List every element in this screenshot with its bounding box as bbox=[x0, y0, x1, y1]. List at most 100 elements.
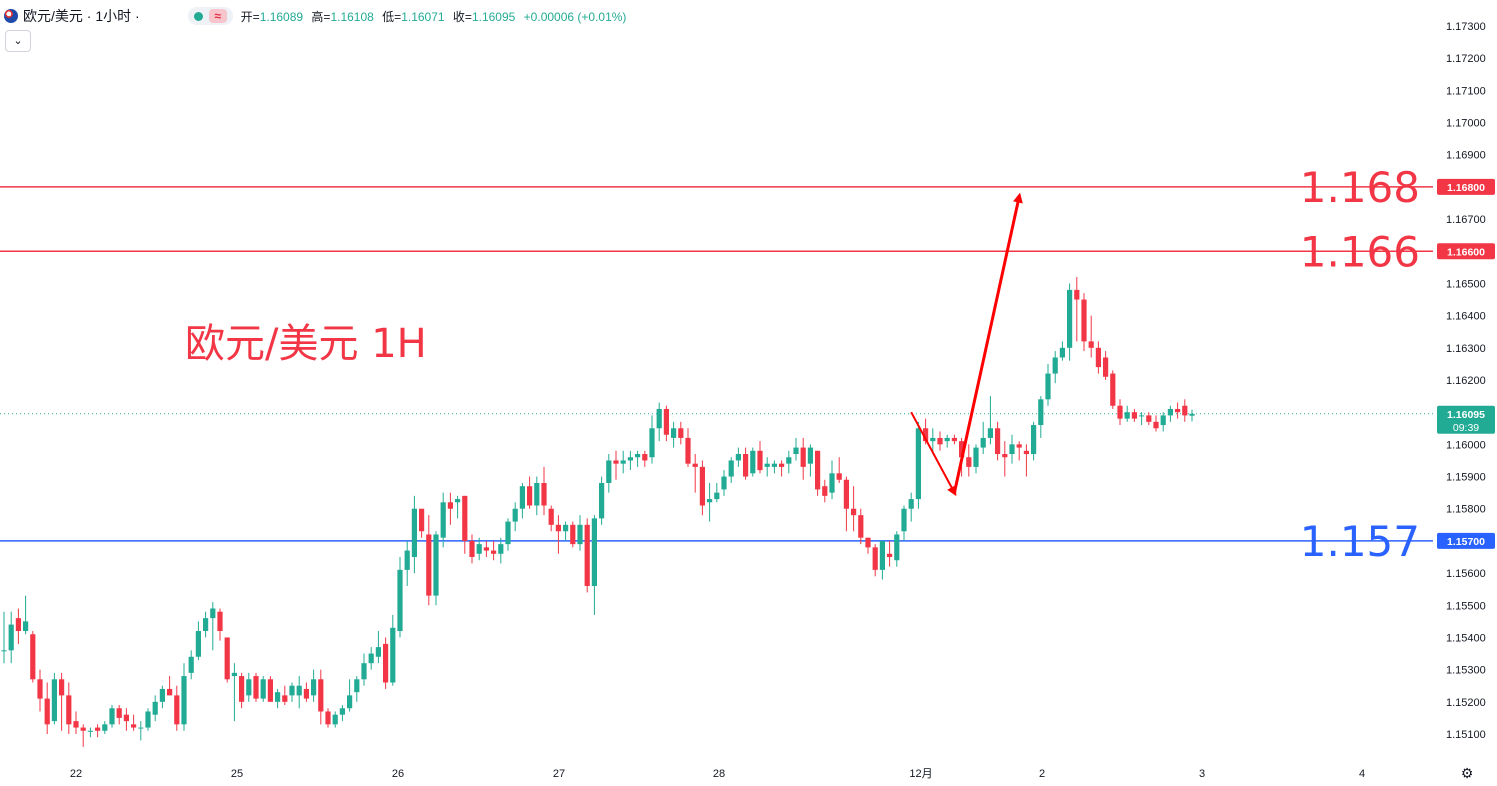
candle bbox=[188, 650, 194, 680]
candle bbox=[577, 515, 583, 551]
candle-body bbox=[555, 524, 561, 532]
candle bbox=[1153, 415, 1159, 432]
candle-body bbox=[1189, 413, 1195, 416]
candle-body bbox=[30, 634, 36, 680]
open-value: 1.16089 bbox=[259, 9, 304, 24]
candle-body bbox=[613, 460, 619, 464]
candle-body bbox=[174, 695, 180, 725]
candle bbox=[1081, 293, 1087, 352]
candle-body bbox=[570, 524, 576, 545]
candle-body bbox=[887, 553, 893, 557]
candle-body bbox=[843, 479, 849, 509]
candle-body bbox=[735, 454, 741, 461]
candle-body bbox=[1016, 444, 1022, 448]
candle bbox=[462, 495, 468, 554]
candle bbox=[721, 470, 727, 496]
price-tick-label: 1.15600 bbox=[1446, 568, 1486, 580]
candle-body bbox=[1110, 373, 1116, 406]
candle bbox=[109, 705, 115, 728]
candle-body bbox=[620, 460, 626, 464]
candle bbox=[548, 505, 554, 532]
candle bbox=[289, 682, 295, 702]
candle-body bbox=[1023, 450, 1029, 455]
candle-body bbox=[411, 508, 417, 557]
candle bbox=[901, 505, 907, 541]
candle bbox=[1189, 409, 1195, 422]
eur-usd-flag-icon bbox=[4, 9, 18, 23]
candle bbox=[8, 611, 14, 664]
candle bbox=[987, 396, 993, 445]
time-tick-label: 12月 bbox=[909, 768, 932, 780]
candle bbox=[1095, 341, 1101, 374]
candle bbox=[815, 450, 821, 496]
candle-body bbox=[649, 428, 655, 458]
candle bbox=[30, 631, 36, 683]
candle bbox=[606, 454, 612, 493]
chart-annotation: 欧元/美元 1H bbox=[185, 321, 427, 367]
price-axis[interactable]: 1.17300 1.17200 1.17100 1.17000 1.16900 1.168… bbox=[1433, 0, 1497, 786]
collapse-legend-button[interactable]: ⌄ bbox=[5, 30, 31, 52]
candle-body bbox=[923, 428, 929, 442]
candle bbox=[591, 515, 597, 615]
candle bbox=[390, 614, 396, 686]
candle-body bbox=[642, 454, 648, 461]
candle bbox=[743, 447, 749, 480]
candle bbox=[224, 637, 230, 683]
candle bbox=[822, 479, 828, 503]
price-tick-label: 1.15800 bbox=[1446, 504, 1486, 516]
candle-body bbox=[987, 428, 993, 438]
candle bbox=[951, 434, 957, 445]
candle bbox=[411, 495, 417, 574]
candle bbox=[253, 672, 259, 702]
candle bbox=[455, 495, 461, 519]
candle-body bbox=[1139, 415, 1145, 417]
candle-body bbox=[685, 437, 691, 464]
candle bbox=[980, 421, 986, 455]
candle-body bbox=[908, 499, 914, 509]
price-badge: 1.16800 bbox=[1437, 178, 1495, 195]
candle-body bbox=[678, 428, 684, 438]
candle-body bbox=[404, 550, 410, 570]
candle-body bbox=[865, 537, 871, 548]
candle-body bbox=[167, 688, 173, 696]
price-tick-label: 1.15900 bbox=[1446, 472, 1486, 484]
candle bbox=[728, 457, 734, 483]
candle-body bbox=[635, 454, 641, 458]
settings-gear-icon[interactable]: ⚙ bbox=[1460, 765, 1474, 781]
candle bbox=[678, 421, 684, 445]
candle-body bbox=[1067, 289, 1073, 348]
candle-body bbox=[73, 721, 79, 728]
candle bbox=[519, 482, 525, 519]
candle bbox=[699, 460, 705, 516]
candle-body bbox=[303, 688, 309, 699]
candle-body bbox=[476, 544, 482, 554]
candle bbox=[246, 672, 252, 702]
candle-body bbox=[361, 663, 367, 680]
projection-arrow-up bbox=[952, 192, 1023, 493]
candle bbox=[858, 508, 864, 545]
candle-body bbox=[66, 695, 72, 725]
candle bbox=[1146, 412, 1152, 426]
candle bbox=[829, 460, 835, 500]
price-tick-label: 1.15200 bbox=[1446, 697, 1486, 709]
candle bbox=[159, 685, 165, 709]
time-axis[interactable]: 22 25 26 27 28 12月 2 3 4 bbox=[70, 768, 1365, 780]
candle-body bbox=[203, 618, 209, 632]
candle-body bbox=[1131, 412, 1137, 419]
candle bbox=[102, 721, 108, 734]
candle-body bbox=[383, 643, 389, 683]
time-tick-label: 22 bbox=[70, 768, 82, 780]
candle-body bbox=[483, 547, 489, 551]
candle-body bbox=[534, 482, 540, 506]
candle bbox=[527, 476, 533, 509]
symbol-title[interactable]: 欧元/美元 · 1小时 · bbox=[23, 8, 140, 24]
candle bbox=[282, 685, 288, 706]
candle bbox=[584, 518, 590, 593]
low-value: 1.16071 bbox=[401, 9, 445, 24]
candle bbox=[937, 431, 943, 451]
candle bbox=[541, 466, 547, 516]
candle bbox=[793, 437, 799, 461]
market-status[interactable]: ≈ bbox=[187, 7, 233, 25]
